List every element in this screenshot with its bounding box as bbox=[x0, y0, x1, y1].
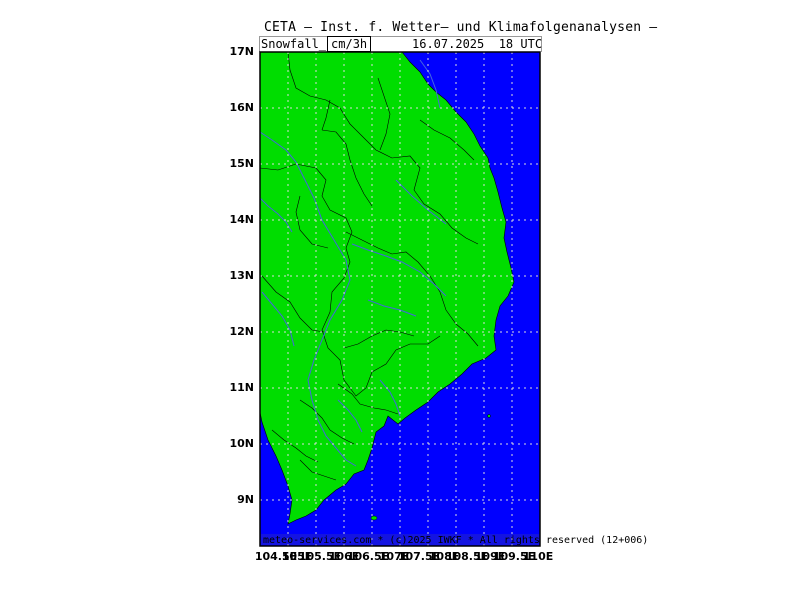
lon-label: 106.5E bbox=[346, 550, 390, 563]
lon-label: 107E bbox=[378, 550, 410, 563]
field-label: Snowfall_ cm/3h bbox=[261, 36, 372, 52]
lat-label-12n: 12N bbox=[229, 325, 254, 338]
lon-label: 104.5E bbox=[254, 550, 298, 563]
credit-strip bbox=[261, 534, 539, 545]
chart-title: CETA — Inst. f. Wetter— und Klimafolgena… bbox=[264, 20, 658, 35]
lat-label-10n: 10N bbox=[229, 437, 254, 450]
island bbox=[487, 414, 491, 418]
island bbox=[370, 515, 378, 521]
lon-label: 107.5E bbox=[397, 550, 441, 563]
lon-label: 108E bbox=[428, 550, 460, 563]
lon-label: 109E bbox=[474, 550, 506, 563]
lon-label: 108.5E bbox=[445, 550, 489, 563]
map-frame bbox=[259, 51, 541, 547]
variable-name: Snowfall_ bbox=[261, 37, 327, 51]
lon-label: 110E bbox=[522, 550, 554, 563]
field-label-frame bbox=[259, 36, 542, 52]
province-borders bbox=[259, 51, 479, 481]
grid-lines bbox=[260, 52, 540, 546]
valid-time: 16.07.2025 18 UTC bbox=[412, 37, 543, 51]
credit-line: meteo-services.com * (c)2025 IWKF * All … bbox=[263, 535, 649, 546]
lon-label: 109.5E bbox=[492, 550, 536, 563]
lat-label-15n: 15N bbox=[229, 157, 254, 170]
lat-label-14n: 14N bbox=[229, 213, 254, 226]
lat-label-16n: 16N bbox=[229, 101, 254, 114]
lat-label-11n: 11N bbox=[229, 381, 254, 394]
land-area bbox=[259, 51, 515, 525]
unit-label: cm/3h bbox=[327, 36, 372, 52]
lon-label: 105.5E bbox=[298, 550, 342, 563]
lon-label: 105E bbox=[281, 550, 313, 563]
lat-label-9n: 9N bbox=[237, 493, 254, 506]
lat-label-17n: 17N bbox=[229, 45, 254, 58]
rivers bbox=[259, 59, 447, 467]
lat-label-13n: 13N bbox=[229, 269, 254, 282]
lon-label: 106E bbox=[328, 550, 360, 563]
